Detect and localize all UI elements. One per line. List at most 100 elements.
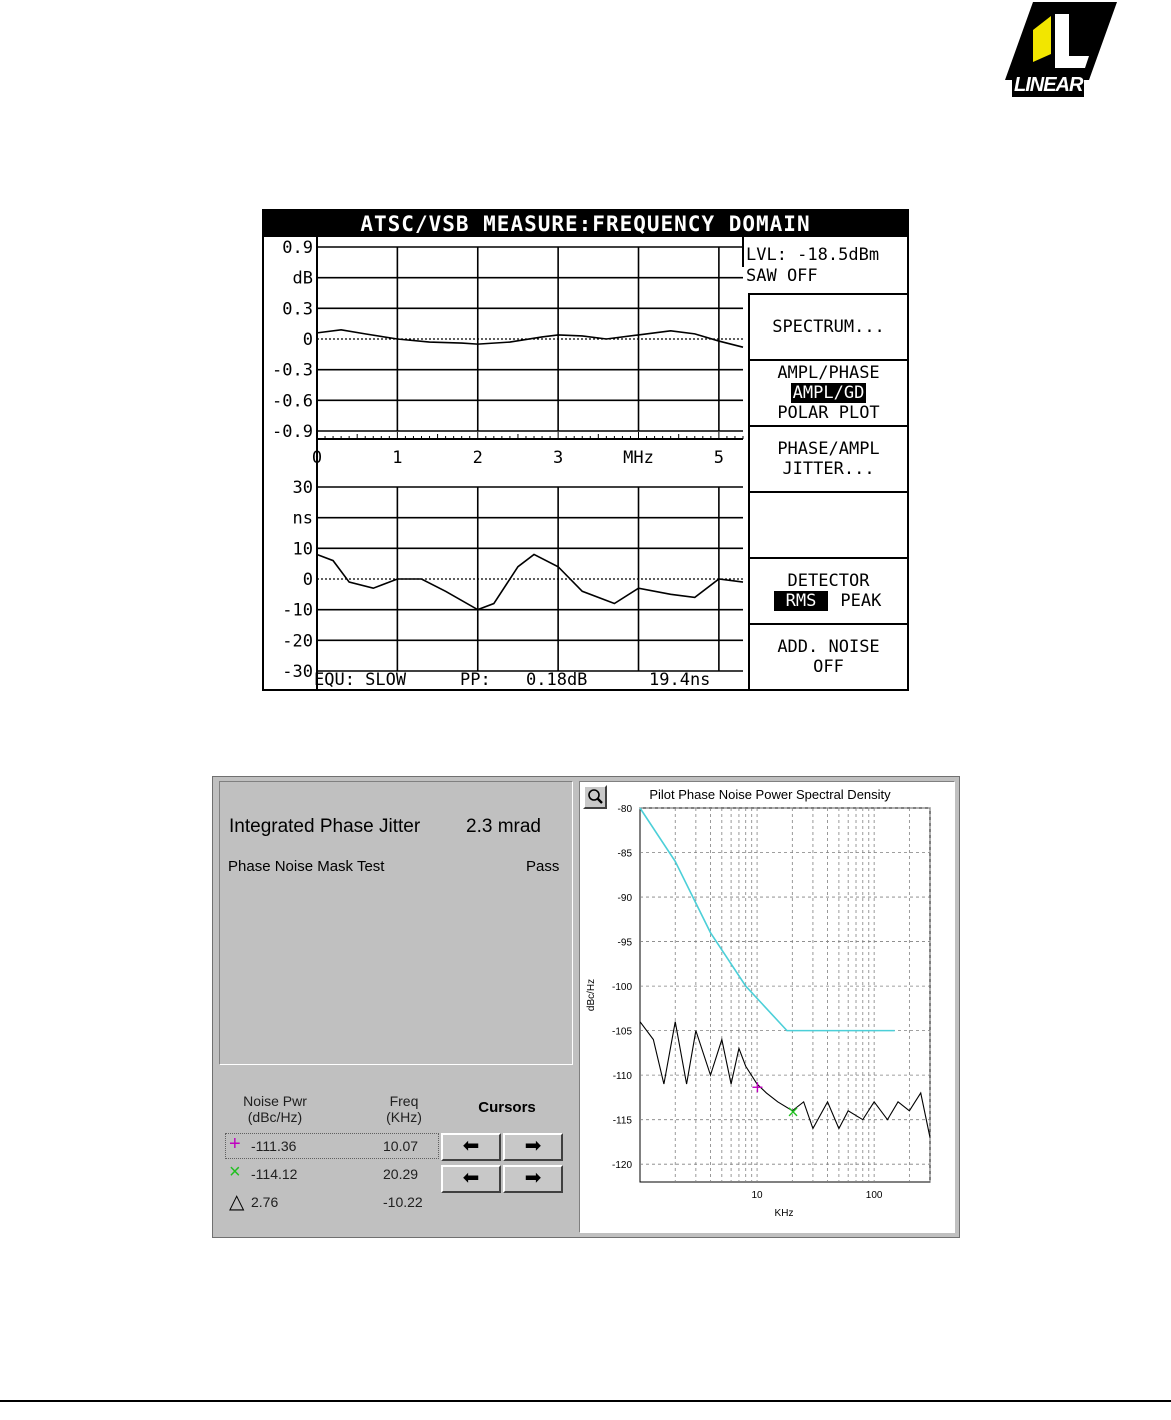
plot1-y-tick-label: 0 [303,330,313,350]
psd-y-tick-label: -85 [618,849,633,860]
freq-value: 20.29 [383,1166,419,1182]
psd-y-tick-label: -90 [618,893,633,904]
plot1-y-tick-label: dB [293,269,313,289]
detector-option-peak: PEAK [840,591,882,611]
psd-title: Pilot Phase Noise Power Spectral Density [649,787,891,802]
psd-y-tick-label: -80 [618,804,633,815]
plot1-y-tick-label: 0.3 [282,299,313,319]
psd-y-tick-label: -120 [612,1160,632,1171]
cursor2-left-button[interactable]: ⬅ [441,1165,501,1193]
pp-db-readout: 0.18dB [526,670,588,690]
plot1-series-line [316,328,744,348]
x-tick-label: MHz [623,448,654,468]
psd-noise-line [639,1021,931,1138]
phase-noise-window: Integrated Phase Jitter 2.3 mrad Phase N… [212,776,960,1238]
x-tick-label: 1 [392,448,402,468]
softkey-label: AMPL/PHASE [777,363,880,383]
softkey-label: OFF [813,657,844,677]
x-tick-label: 5 [714,448,724,468]
cursors-header: Cursors [478,1099,536,1116]
softkey-1[interactable]: SPECTRUM... [748,293,907,359]
psd-chart: Pilot Phase Noise Power Spectral Density… [586,787,931,1219]
logo-text: LINEAR [1012,74,1085,97]
softkey-label: AMPL/GD [790,383,867,403]
table-row: △ 2.76 -10.22 [225,1191,439,1215]
cursor-marker-icon: × [229,1161,241,1183]
cursor-marker-icon: △ [229,1191,245,1213]
psd-x-axis-label: KHz [775,1208,794,1219]
zoom-button[interactable] [583,785,607,809]
softkey-5[interactable]: DETECTOR RMS PEAK [748,557,907,623]
noise-pwr-value: 2.76 [251,1194,279,1210]
plot1-y-tick-label: -0.6 [272,391,313,411]
x-tick-label: 0 [312,448,322,468]
cursor-table: Noise Pwr (dBc/Hz) Freq (KHz) Cursors + -… [219,1075,573,1235]
psd-chart-panel: Pilot Phase Noise Power Spectral Density… [579,781,955,1233]
softkey-label: DETECTOR [787,571,870,591]
cursor1-left-button[interactable]: ⬅ [441,1133,501,1161]
arrow-left-icon: ⬅ [462,1167,480,1189]
freq-value: 10.07 [383,1138,419,1154]
psd-mask-line [639,807,895,1032]
arrow-left-icon: ⬅ [462,1135,480,1157]
softkey-label: JITTER... [782,459,875,479]
arrow-right-icon: ➡ [524,1135,542,1157]
freq-header: Freq (KHz) [386,1093,422,1125]
psd-plot-frame [639,807,931,1183]
detector-option-rms: RMS [773,591,829,611]
linear-logo [1005,2,1117,80]
softkey-2[interactable]: AMPL/PHASE AMPL/GD POLAR PLOT [748,359,907,425]
plot2-y-tick-label: -20 [282,631,313,651]
saw-readout: SAW OFF [746,266,818,286]
cursor2-marker-b [788,1107,798,1117]
plot1-y-tick-label: -0.9 [272,422,313,442]
psd-y-tick-label: -110 [613,1071,633,1082]
softkey-label: ADD. NOISE [777,637,880,657]
mask-test-result: Pass [526,858,560,875]
cursor1-right-button[interactable]: ➡ [503,1133,563,1161]
jitter-label: Integrated Phase Jitter [229,816,421,837]
equ-readout: EQU: SLOW [314,670,407,690]
table-row: + -111.36 10.07 [225,1133,439,1159]
softkey-6[interactable]: ADD. NOISE OFF [748,623,907,689]
freq-value: -10.22 [383,1194,423,1210]
x-tick-label: 2 [473,448,483,468]
screen-title: ATSC/VSB MEASURE:FREQUENCY DOMAIN [264,211,907,237]
psd-y-tick-label: -115 [613,1116,633,1127]
noise-pwr-value: -111.36 [251,1138,297,1154]
x-tick-label: 3 [553,448,563,468]
softkey-3[interactable]: PHASE/AMPL JITTER... [748,425,907,491]
psd-x-tick-label: 10 [752,1190,764,1201]
plot1-y-tick-label: 0.9 [282,238,313,258]
atsc-plots: 0.9 dB 0.3 0 -0.3 -0.6 -0.9 30 ns 10 0 -10 -20 -30 0 1 2… [272,237,744,689]
psd-y-tick-label: -100 [612,982,632,993]
softkey-label: SPECTRUM... [772,317,885,337]
psd-x-tick-label: 100 [866,1190,883,1201]
softkey-4[interactable] [748,491,907,557]
table-row-1-highlight [225,1133,439,1159]
cursor2-right-button[interactable]: ➡ [503,1165,563,1193]
pp-label: PP: [460,670,491,690]
noise-pwr-header: Noise Pwr (dBc/Hz) [243,1093,307,1125]
plot2-y-tick-label: -30 [282,662,313,682]
mask-test-label: Phase Noise Mask Test [228,858,385,875]
psd-y-axis-label: dBc/Hz [586,979,597,1011]
pp-ns-readout: 19.4ns [649,670,711,690]
softkey-label: PHASE/AMPL [777,439,880,459]
arrow-right-icon: ➡ [524,1167,542,1189]
psd-y-tick-label: -105 [612,1027,632,1038]
plot2-y-tick-label: 30 [293,478,313,498]
psd-y-tick-label: -95 [618,938,633,949]
plot2-y-tick-label: 10 [293,539,313,559]
plot2-series-line [316,553,744,611]
softkey-label: POLAR PLOT [777,403,880,423]
atsc-screen: ATSC/VSB MEASURE:FREQUENCY DOMAIN 0.9 dB 0… [262,209,909,691]
table-row: × -114.12 20.29 [225,1161,439,1187]
magnifier-icon [588,789,603,804]
plot2-y-tick-label: -10 [282,601,313,621]
jitter-value: 2.3 mrad [466,816,541,837]
cursor-marker-icon: + [229,1133,241,1155]
plot2-y-tick-label: 0 [303,570,313,590]
plot2-y-tick-label: ns [293,509,313,529]
softkey-options: RMS PEAK [773,591,884,611]
